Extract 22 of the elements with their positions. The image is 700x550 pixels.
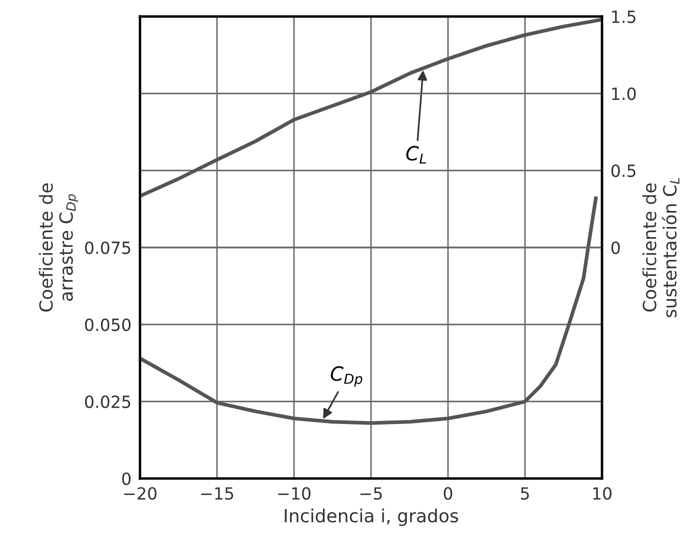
y-tick-label: 0.025	[85, 395, 130, 408]
y-tick-label: 0	[122, 472, 131, 486]
x-tick-label: −15	[201, 487, 234, 500]
y2-tick-label: 1.5	[612, 10, 636, 24]
y-tick-label: 0.050	[85, 318, 131, 332]
y2-tick-label: 1.0	[612, 87, 636, 100]
x-tick-label: −5	[360, 487, 382, 500]
x-tick-label: 5	[520, 487, 529, 500]
y-axis-title: Coeficiente de arrastre C$_{Dp}$	[38, 183, 78, 312]
y-tick-label: 0.075	[85, 241, 130, 254]
x-tick-label: −10	[278, 487, 310, 500]
x-tick-label: 0	[444, 487, 452, 500]
y2-tick-label: 0.5	[611, 164, 636, 178]
line-series	[140, 196, 598, 425]
line-series	[140, 18, 602, 198]
y2-tick-label: 0	[611, 241, 620, 254]
x-axis-title: Incidencia i, grados	[284, 508, 458, 526]
annotation: C$_{L}$	[406, 146, 426, 164]
x-tick-label: −20	[124, 487, 156, 500]
x-tick-label: 10	[593, 487, 612, 500]
annotation: C$_{Dp}$	[330, 366, 362, 387]
y2-axis-title: Coeficiente de sustentación C$_{L}$	[642, 178, 680, 318]
